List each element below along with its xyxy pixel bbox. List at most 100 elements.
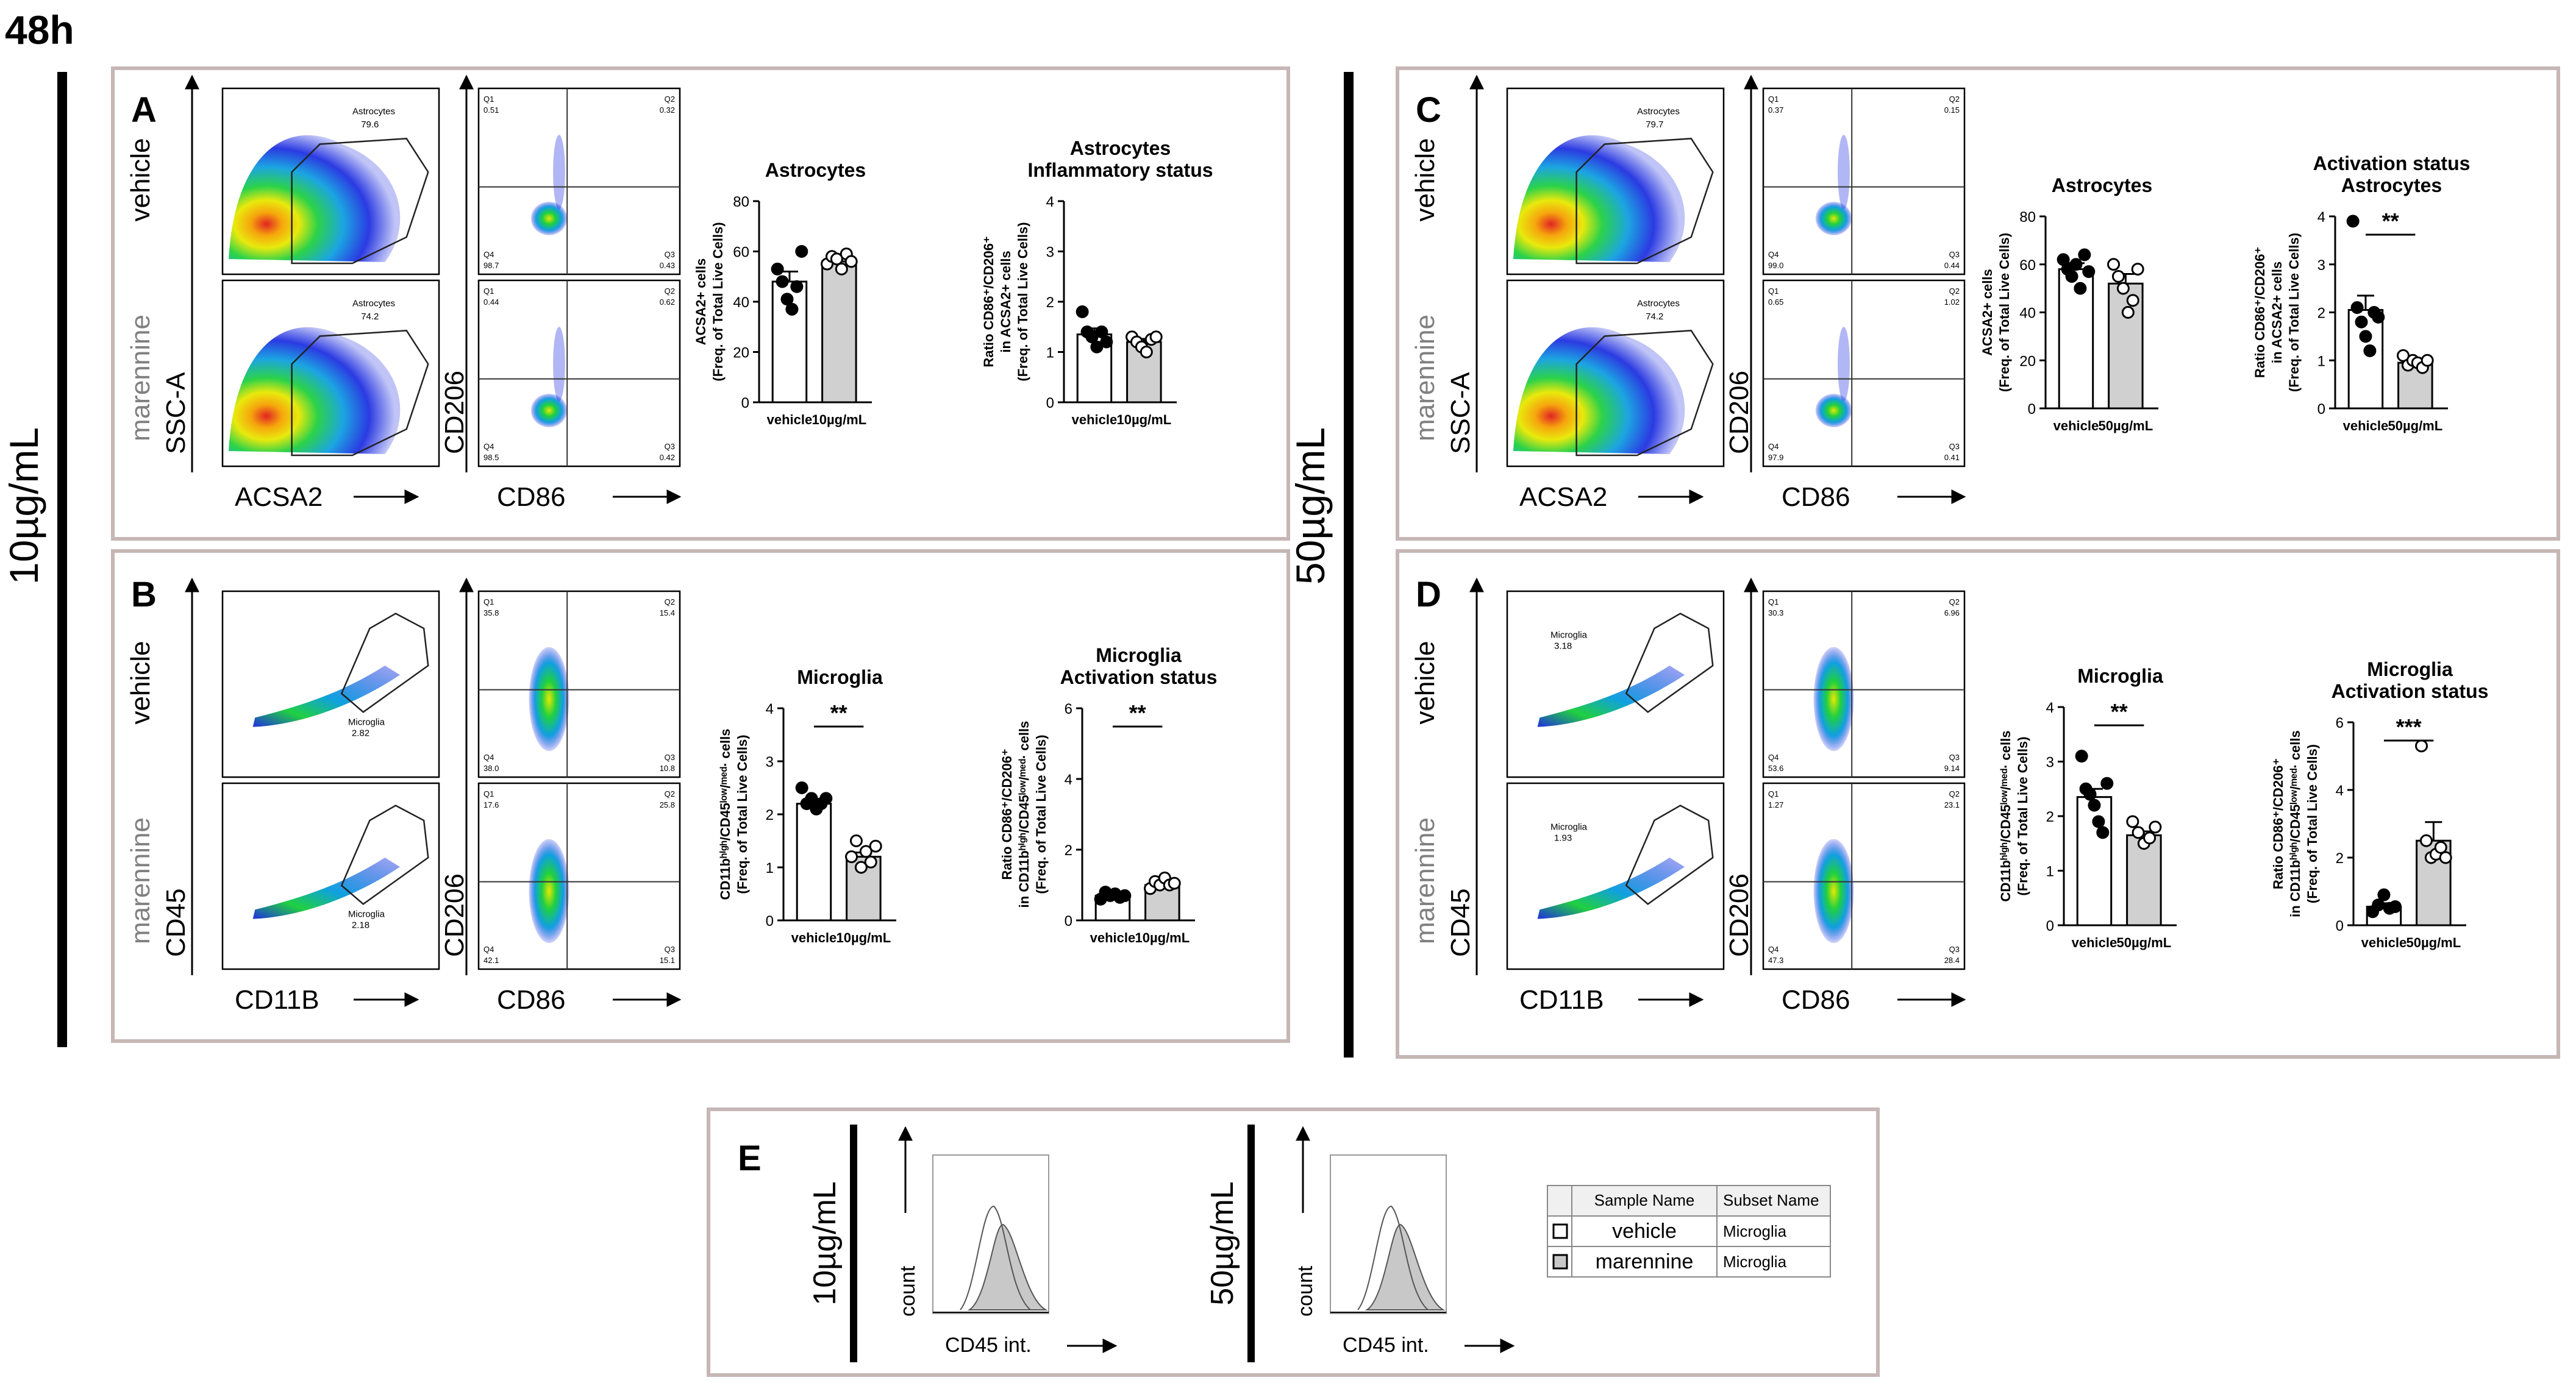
- astro-gate-value: 79.6: [361, 119, 379, 130]
- quad-q4-value: 98.7: [483, 261, 499, 270]
- x-tick-label: 10µg/mL: [1116, 412, 1171, 427]
- quad-density-tail: [553, 135, 565, 210]
- legend-swatch: [1552, 1254, 1568, 1270]
- quad-q2-value: 6.96: [1944, 608, 1960, 617]
- astro-gate-name: Astrocytes: [1637, 299, 1680, 309]
- astro-gate-name: Astrocytes: [352, 107, 395, 117]
- y-axis-label: (Freq. of Total Live Cells): [2305, 744, 2320, 903]
- data-point: [2421, 354, 2434, 367]
- data-point: [2100, 777, 2114, 790]
- quad-q1-id: Q1: [1768, 286, 1779, 296]
- y-axis-label: (Freq. of Total Live Cells): [735, 734, 750, 894]
- quad-density-cloud: [1815, 394, 1852, 427]
- quad-plot-marennine: [1762, 279, 1966, 468]
- x-axis-label-quad: CD86: [497, 985, 566, 1015]
- legend-subset-name: Microglia: [1723, 1222, 1787, 1240]
- data-point: [785, 302, 799, 316]
- histo-vehicle-curve: [1357, 1205, 1429, 1310]
- x-axis-label-scatter: ACSA2: [1519, 482, 1607, 512]
- quad-q3-id: Q3: [665, 945, 675, 954]
- y-axis-label-quad: CD206: [440, 371, 469, 454]
- y-axis-label: CD11bʰⁱᵍʰ/CD45ˡᵒʷ/ᵐᵉᵈ· cells: [1998, 731, 2013, 902]
- y-axis-label: in ACSA2+ cells: [998, 251, 1013, 352]
- time-label: 48h: [5, 7, 74, 52]
- quad-density-cloud: [1813, 839, 1854, 944]
- quad-density-cloud: [529, 647, 569, 752]
- quad-plot-vehicle: [477, 87, 681, 276]
- panel-label-c: C: [1416, 90, 1441, 130]
- significance-stars: ***: [2396, 714, 2422, 739]
- x-tick-label: 50µg/mL: [2116, 935, 2171, 950]
- data-point: [2126, 815, 2139, 828]
- quad-q2-value: 0.62: [660, 297, 675, 307]
- bar-chart-C1: Astrocytes 0 20 40 60 80 ACSA2+ cells (Freq. of…: [1980, 174, 2158, 433]
- quad-q1-id: Q1: [483, 597, 494, 606]
- quad-q2-id: Q2: [1949, 94, 1960, 104]
- quad-q3-value: 0.43: [660, 261, 675, 270]
- quad-q3-value: 0.41: [1944, 453, 1960, 462]
- astro-gate-value: 74.2: [361, 311, 379, 322]
- quad-q4-id: Q4: [483, 753, 494, 762]
- data-point: [1118, 889, 1132, 902]
- legend-sample-name: marennine: [1596, 1250, 1694, 1273]
- y-tick-label: 0: [1065, 913, 1072, 930]
- astro-gate-value: 74.2: [1646, 311, 1663, 322]
- y-tick-label: 4: [2317, 209, 2325, 226]
- bar-0: [796, 803, 832, 922]
- x-tick-label: 10µg/mL: [1135, 930, 1190, 945]
- data-point: [2439, 851, 2452, 864]
- panel-b-frame: [111, 549, 1290, 1043]
- histo-marennine-curve: [967, 1223, 1048, 1310]
- quad-density-tail: [1838, 327, 1850, 402]
- data-point: [830, 252, 843, 266]
- astro-gate: [291, 330, 429, 457]
- data-point: [2075, 750, 2088, 763]
- y-axis-label: Ratio CD86⁺/CD206⁺: [2271, 758, 2286, 889]
- data-point: [835, 262, 848, 276]
- data-point: [2388, 900, 2402, 913]
- quad-density-tail: [1838, 135, 1850, 210]
- data-point: [1085, 330, 1099, 344]
- x-tick-label: 10µg/mL: [836, 930, 891, 945]
- quad-q2-id: Q2: [1949, 789, 1960, 798]
- quad-q3-id: Q3: [1949, 442, 1960, 451]
- y-axis-label: ACSA2+ cells: [1980, 269, 1995, 355]
- chart-title: Microglia: [1096, 644, 1182, 666]
- data-point: [2372, 310, 2385, 324]
- quad-q4-value: 42.1: [483, 956, 499, 965]
- y-axis-label-scatter: CD45: [161, 889, 191, 958]
- quad-q3-value: 0.44: [1944, 261, 1960, 270]
- row-label-vehicle: vehicle: [1410, 138, 1440, 222]
- x-tick-label: vehicle: [2343, 418, 2389, 433]
- astro-density-cloud: [1513, 135, 1685, 262]
- chart-title: Microglia: [2367, 658, 2453, 680]
- histo-side-label: 50µg/mL: [1205, 1181, 1240, 1305]
- y-axis-label: Ratio CD86⁺/CD206⁺: [981, 236, 996, 367]
- micro-gate-name: Microglia: [1550, 822, 1588, 832]
- quad-q4-value: 97.9: [1768, 453, 1783, 462]
- histo-y-label: count: [1294, 1265, 1317, 1317]
- quad-q4-value: 53.6: [1768, 764, 1783, 773]
- micro-gate: [340, 805, 429, 905]
- y-tick-label: 6: [2336, 715, 2344, 731]
- quad-q3-value: 28.4: [1944, 956, 1960, 965]
- y-tick-label: 6: [1065, 701, 1072, 717]
- quad-q1-id: Q1: [483, 286, 494, 296]
- y-axis-label: in CD11bʰⁱᵍʰ/CD45ˡᵒʷ/ᵐᵉᵈ· cells: [1016, 721, 1032, 908]
- x-axis-label-scatter: ACSA2: [235, 482, 323, 512]
- y-axis-label-quad: CD206: [440, 873, 469, 957]
- data-point: [1149, 330, 1163, 344]
- data-point: [2069, 258, 2083, 271]
- x-axis-label-quad: CD86: [1782, 482, 1850, 512]
- quad-q2-id: Q2: [665, 286, 675, 296]
- quad-q3-value: 10.8: [660, 764, 675, 773]
- micro-gate-name: Microglia: [348, 909, 385, 920]
- y-tick-label: 4: [2046, 700, 2054, 716]
- y-tick-label: 40: [2019, 305, 2036, 322]
- quad-q4-value: 47.3: [1768, 956, 1783, 965]
- quad-q3-id: Q3: [665, 250, 675, 259]
- data-point: [805, 792, 818, 805]
- data-point: [1090, 340, 1104, 354]
